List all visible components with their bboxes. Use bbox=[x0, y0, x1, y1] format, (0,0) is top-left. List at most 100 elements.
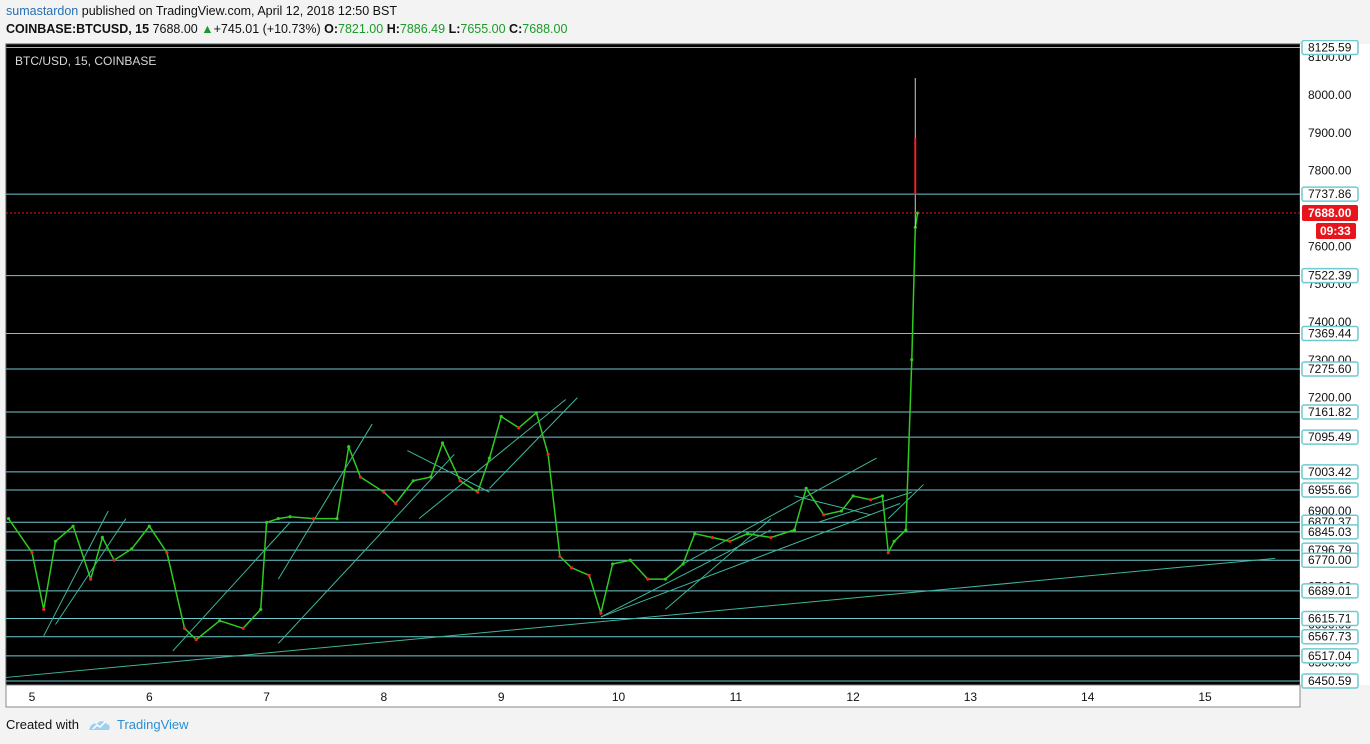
x-tick-label: 14 bbox=[1081, 690, 1095, 704]
trend-line bbox=[489, 397, 578, 489]
level-label-box bbox=[1301, 610, 1359, 627]
x-tick-label: 11 bbox=[730, 690, 743, 704]
price-point bbox=[335, 517, 339, 521]
trend-line bbox=[600, 529, 772, 618]
price-point bbox=[569, 566, 574, 570]
countdown-label: 09:33 bbox=[1320, 224, 1351, 238]
price-point bbox=[429, 475, 433, 479]
trend-line bbox=[172, 522, 291, 652]
plot-background bbox=[5, 43, 1301, 686]
level-label-box bbox=[1301, 628, 1359, 645]
footer: Created with TradingView bbox=[6, 717, 189, 732]
price-point bbox=[745, 532, 750, 536]
price-point bbox=[440, 441, 445, 445]
price-point bbox=[42, 607, 46, 611]
low-label: L: bbox=[448, 22, 461, 36]
y-tick-label: 7800.00 bbox=[1308, 164, 1352, 178]
open-value: 7821.00 bbox=[338, 22, 384, 36]
symbol-label: COINBASE:BTCUSD, 15 bbox=[6, 22, 150, 36]
price-point bbox=[53, 539, 58, 543]
chart-area[interactable]: BTC/USD, 15, COINBASE 8100.00 8000.00 7900… bbox=[0, 39, 1370, 710]
y-tick-label: 7200.00 bbox=[1308, 391, 1352, 405]
level-label: 7275.60 bbox=[1308, 362, 1352, 376]
level-label: 6450.59 bbox=[1308, 674, 1352, 688]
last-price: 7688.00 bbox=[152, 22, 198, 36]
tradingview-link[interactable]: TradingView bbox=[116, 717, 189, 732]
price-chart[interactable]: BTC/USD, 15, COINBASE 8100.008000.007900… bbox=[0, 39, 1370, 710]
trend-line bbox=[277, 423, 373, 580]
level-label: 7369.44 bbox=[1308, 327, 1352, 341]
x-axis[interactable]: 5 6 7 8 9 10 11 12 13 14 15 bbox=[5, 684, 1301, 708]
level-label-box bbox=[1301, 648, 1359, 664]
level-label: 6689.01 bbox=[1308, 584, 1352, 598]
ohlc-line: COINBASE:BTCUSD, 15 7688.00 ▲+745.01 (+1… bbox=[6, 20, 567, 38]
price-point bbox=[259, 607, 263, 611]
countdown-tag bbox=[1316, 223, 1356, 240]
price-point bbox=[147, 524, 151, 528]
price-point bbox=[517, 426, 521, 430]
level-label-box bbox=[1301, 464, 1359, 480]
level-label-box bbox=[1301, 583, 1359, 599]
level-label-box bbox=[1301, 524, 1359, 540]
price-point bbox=[534, 411, 538, 415]
level-label: 6770.00 bbox=[1308, 553, 1352, 567]
trend-line bbox=[887, 484, 924, 519]
price-point bbox=[194, 638, 198, 642]
price-point bbox=[112, 558, 116, 562]
x-tick-label: 5 bbox=[29, 690, 36, 704]
tradingview-logo-icon bbox=[88, 720, 110, 730]
price-point bbox=[558, 554, 562, 559]
level-label-box bbox=[1301, 361, 1359, 377]
price-point bbox=[869, 498, 873, 502]
level-label: 7003.42 bbox=[1308, 465, 1352, 479]
high-label: H: bbox=[386, 22, 400, 36]
price-point bbox=[710, 535, 714, 540]
trend-line bbox=[6, 557, 1276, 678]
price-point bbox=[30, 551, 34, 555]
open-label: O: bbox=[324, 22, 339, 36]
price-point bbox=[822, 513, 826, 517]
chart-header: sumastardon published on TradingView.com… bbox=[6, 2, 567, 38]
trend-line bbox=[277, 453, 455, 644]
price-point bbox=[851, 494, 855, 498]
price-point bbox=[6, 517, 11, 521]
level-label-box bbox=[1301, 186, 1359, 202]
price-point bbox=[904, 528, 908, 532]
price-line bbox=[7, 212, 919, 641]
level-label: 6567.73 bbox=[1308, 630, 1352, 644]
price-point bbox=[100, 535, 104, 540]
price-point bbox=[646, 577, 650, 581]
price-point bbox=[693, 532, 697, 536]
close-label: C: bbox=[509, 22, 523, 36]
trend-line bbox=[407, 450, 490, 493]
trend-lines bbox=[6, 397, 1276, 678]
author-link[interactable]: sumastardon bbox=[6, 4, 79, 18]
close-value: 7688.00 bbox=[522, 22, 568, 36]
publish-line: sumastardon published on TradingView.com… bbox=[6, 2, 567, 20]
price-series bbox=[6, 78, 1300, 642]
price-point bbox=[241, 626, 245, 630]
chart-title: BTC/USD, 15, COINBASE bbox=[15, 54, 156, 68]
last-price-tag bbox=[1302, 205, 1358, 222]
price-point bbox=[476, 490, 480, 494]
price-point bbox=[663, 577, 668, 581]
price-point bbox=[288, 515, 292, 519]
level-label-box bbox=[1301, 429, 1359, 445]
price-point bbox=[218, 619, 222, 623]
price-point bbox=[599, 611, 603, 615]
price-point bbox=[265, 520, 269, 524]
price-point bbox=[382, 490, 386, 494]
publish-info: published on TradingView.com, April 12, … bbox=[78, 4, 397, 18]
price-point bbox=[792, 528, 797, 532]
price-point bbox=[182, 626, 187, 630]
last-price-label: 7688.00 bbox=[1308, 206, 1352, 220]
level-label: 8125.59 bbox=[1308, 41, 1352, 55]
trend-line bbox=[43, 510, 109, 637]
x-tick-label: 7 bbox=[263, 690, 270, 704]
y-axis[interactable]: 8100.008000.007900.007800.007600.007500.… bbox=[1300, 39, 1370, 689]
price-point bbox=[499, 414, 503, 419]
x-tick-label: 6 bbox=[146, 690, 153, 704]
trend-line bbox=[418, 399, 567, 519]
price-point bbox=[458, 479, 462, 483]
up-arrow-icon: ▲ bbox=[201, 22, 214, 36]
